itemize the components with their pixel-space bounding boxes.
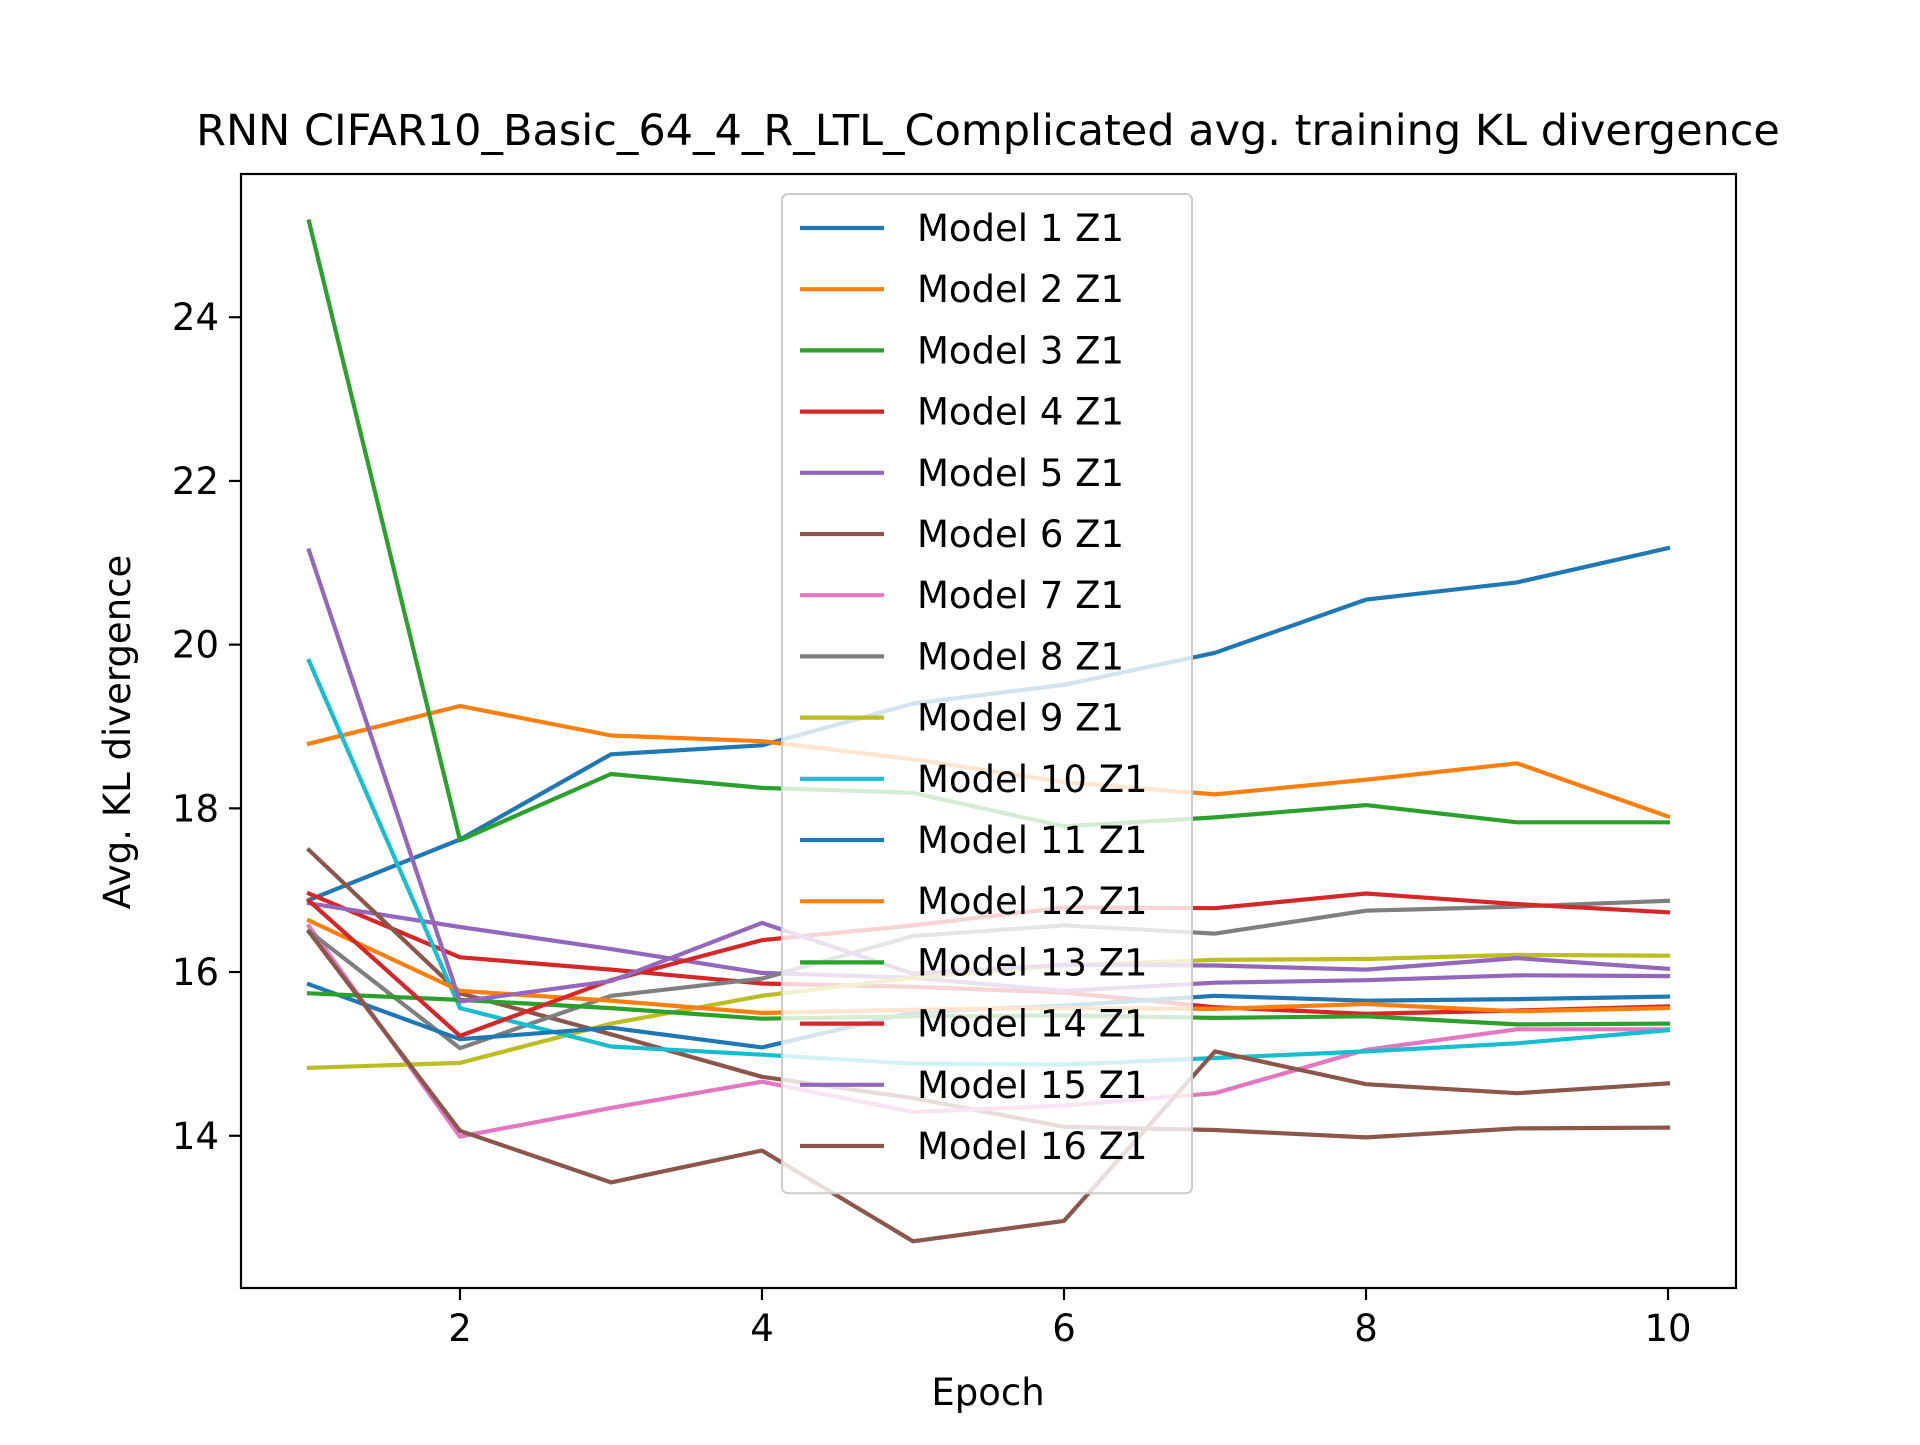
x-tick-label: 8 xyxy=(1354,1307,1378,1350)
legend-label-model-13: Model 13 Z1 xyxy=(917,941,1148,984)
legend-label-model-16: Model 16 Z1 xyxy=(917,1125,1148,1168)
x-axis-label: Epoch xyxy=(931,1371,1044,1414)
y-tick-label: 16 xyxy=(172,951,219,994)
legend-box xyxy=(781,193,1193,1195)
series-line-model-16 xyxy=(306,928,1671,1244)
x-tick-label: 4 xyxy=(750,1307,774,1350)
legend-label-model-10: Model 10 Z1 xyxy=(917,758,1148,801)
legend-label-model-7: Model 7 Z1 xyxy=(917,574,1124,617)
legend-label-model-15: Model 15 Z1 xyxy=(917,1064,1148,1107)
y-tick-label: 22 xyxy=(172,460,219,503)
legend-label-model-8: Model 8 Z1 xyxy=(917,635,1124,678)
legend-label-model-3: Model 3 Z1 xyxy=(917,329,1124,372)
y-tick-label: 24 xyxy=(172,296,219,339)
legend-label-model-11: Model 11 Z1 xyxy=(917,819,1148,862)
legend-label-model-2: Model 2 Z1 xyxy=(917,268,1124,311)
legend-label-model-6: Model 6 Z1 xyxy=(917,513,1124,556)
y-axis: 14 16 18 20 22 24 xyxy=(172,296,241,1158)
x-tick-label: 6 xyxy=(1052,1307,1076,1350)
legend-label-model-9: Model 9 Z1 xyxy=(917,697,1124,740)
x-tick-label: 10 xyxy=(1644,1307,1691,1350)
legend: Model 1 Z1 Model 2 Z1 Model 3 Z1 Model 4 Z1… xyxy=(781,193,1193,1195)
y-tick-label: 20 xyxy=(172,624,219,667)
legend-label-model-1: Model 1 Z1 xyxy=(917,207,1124,250)
legend-label-model-14: Model 14 Z1 xyxy=(917,1003,1148,1046)
y-tick-label: 18 xyxy=(172,787,219,830)
y-axis-label: Avg. KL divergence xyxy=(96,555,139,909)
legend-label-model-12: Model 12 Z1 xyxy=(917,880,1148,923)
chart-title: RNN CIFAR10_Basic_64_4_R_LTL_Complicated… xyxy=(196,106,1780,156)
y-tick-label: 14 xyxy=(172,1115,219,1158)
x-axis: 2 4 6 8 10 xyxy=(448,1288,1692,1350)
x-tick-label: 2 xyxy=(448,1307,472,1350)
legend-label-model-5: Model 5 Z1 xyxy=(917,452,1124,495)
plot-frame xyxy=(239,172,1738,1290)
legend-label-model-4: Model 4 Z1 xyxy=(917,391,1124,434)
